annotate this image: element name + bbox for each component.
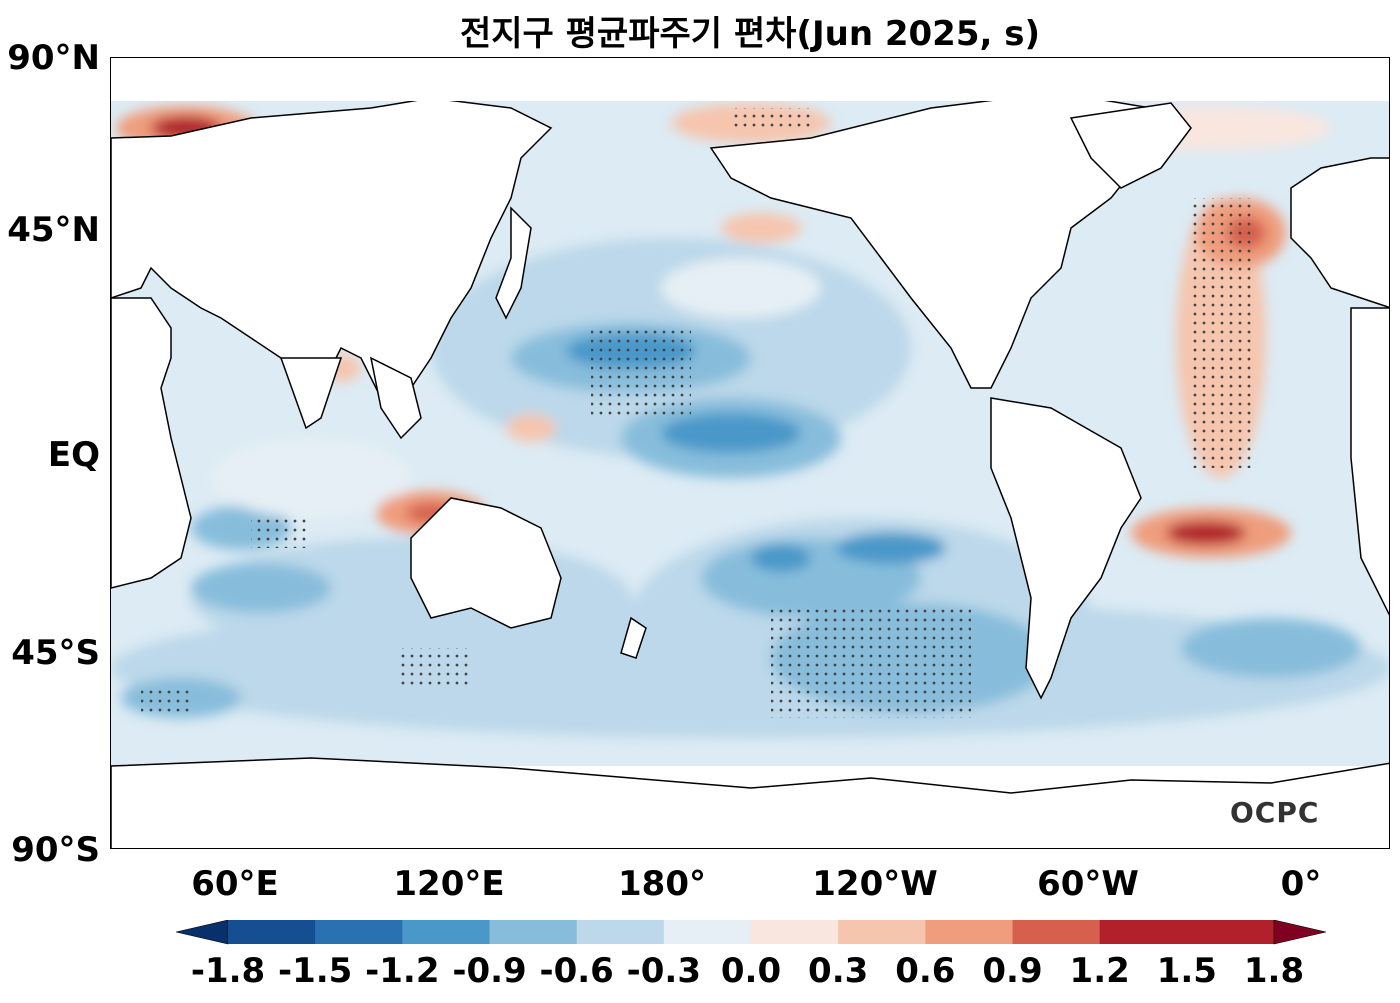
south-america-land [990,397,1142,700]
x-label-120w: 120°W [812,864,938,904]
equatorial-pacific-min [661,413,801,453]
near-zero-indian [211,438,411,518]
colorbar-tick-label: 0.6 [895,951,956,991]
near-zero-north-pacific [661,258,821,318]
anomaly-map [111,58,1389,848]
colorbar-segment [1012,920,1101,944]
significance-stippling [141,108,1251,718]
south-pacific-min-b [751,544,811,572]
colorbar-tick-label: -0.6 [539,951,614,991]
colorbar-extend-low [175,920,229,945]
y-label-eq: EQ [47,435,100,475]
south-indian-low [191,563,331,613]
colorbar-segment [402,920,490,944]
central-pacific-pos [506,414,556,442]
colorbar-tick-label: 1.5 [1156,951,1217,991]
colorbar-segment [228,920,316,944]
colorbar-tick-label: 0.0 [720,951,782,991]
africa-land [111,297,192,589]
se-asia-land [369,356,422,440]
colorbar-segment [663,920,752,944]
greenland-land [1069,102,1192,189]
india-land [279,357,343,430]
europe-land [1290,157,1389,309]
colorbar-tick-label: -0.3 [626,951,701,991]
colorbar [175,920,1327,945]
equatorial-atlantic-core [1166,521,1246,545]
y-label-45s: 45°S [11,633,100,673]
x-label-0: 0° [1280,864,1322,904]
colorbar-tick-label: -1.2 [365,951,440,991]
y-label-90n: 90°N [7,38,100,78]
colorbar-tick-label: 1.2 [1069,951,1130,991]
colorbar-segment [315,920,403,944]
colorbar-tick-label: 0.3 [808,951,869,991]
x-label-60e: 60°E [191,864,279,904]
colorbar-tick-label: -1.8 [190,951,266,991]
colorbar-extend-high [1273,920,1327,945]
colorbar-segment [925,920,1013,944]
south-pacific-min [836,532,946,564]
map-title: 전지구 평균파주기 편차(Jun 2025, s) [459,14,1041,54]
colorbar-segment [1186,920,1275,944]
japan-land [495,206,532,320]
south-atlantic-low [1181,618,1361,678]
africa-right-land [1350,307,1389,616]
y-label-90s: 90°S [11,830,100,870]
colorbar-segment [1099,920,1188,944]
map-plot-area [110,57,1390,849]
colorbar-segment [751,920,839,944]
colorbar-tick-label: 0.9 [982,951,1043,991]
colorbar-segment [489,920,578,944]
colorbar-segment [576,920,665,944]
colorbar-tick-label: -1.5 [277,951,353,991]
x-label-180: 180° [618,864,706,904]
antarctica-land [111,757,1389,848]
x-label-60w: 60°W [1037,864,1139,904]
colorbar-segment [838,920,926,944]
y-label-45n: 45°N [7,210,100,250]
colorbar-tick-label: -0.9 [452,951,527,991]
x-label-120e: 120°E [393,864,505,904]
arctic-blank [111,58,1389,101]
australia-land [410,497,562,629]
land [111,58,1389,848]
new-zealand-land [620,616,647,659]
colorbar-tick-label: 1.8 [1243,951,1305,991]
ocpc-logo: OCPC [1230,796,1320,829]
north-pacific-pos [721,213,801,243]
